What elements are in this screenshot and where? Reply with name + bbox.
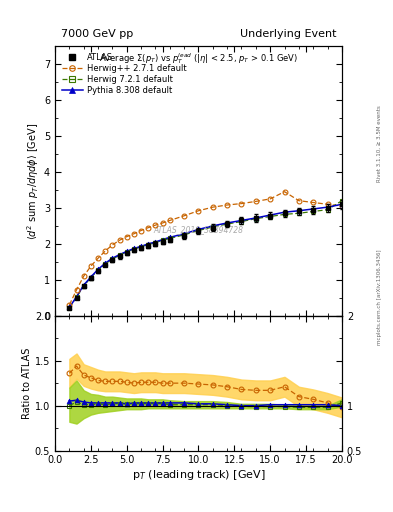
Text: Underlying Event: Underlying Event (240, 29, 336, 39)
X-axis label: p$_{T}$ (leading track) [GeV]: p$_{T}$ (leading track) [GeV] (132, 468, 265, 482)
Legend: ATLAS, Herwig++ 2.7.1 default, Herwig 7.2.1 default, Pythia 8.308 default: ATLAS, Herwig++ 2.7.1 default, Herwig 7.… (59, 50, 189, 97)
Y-axis label: Ratio to ATLAS: Ratio to ATLAS (22, 348, 32, 419)
Text: 7000 GeV pp: 7000 GeV pp (61, 29, 133, 39)
Text: ATLAS_2010_S8894728: ATLAS_2010_S8894728 (153, 225, 244, 234)
Text: Average $\Sigma(p_{T})$ vs $p_{T}^{lead}$ ($|\eta|$ < 2.5, $p_{T}$ > 0.1 GeV): Average $\Sigma(p_{T})$ vs $p_{T}^{lead}… (99, 52, 298, 67)
Y-axis label: $\langle d^{2}$ sum $p_{T}/d\eta d\phi\rangle$ [GeV]: $\langle d^{2}$ sum $p_{T}/d\eta d\phi\r… (25, 122, 41, 240)
Text: mcplots.cern.ch [arXiv:1306.3436]: mcplots.cern.ch [arXiv:1306.3436] (377, 249, 382, 345)
Text: Rivet 3.1.10, ≥ 3.5M events: Rivet 3.1.10, ≥ 3.5M events (377, 105, 382, 182)
